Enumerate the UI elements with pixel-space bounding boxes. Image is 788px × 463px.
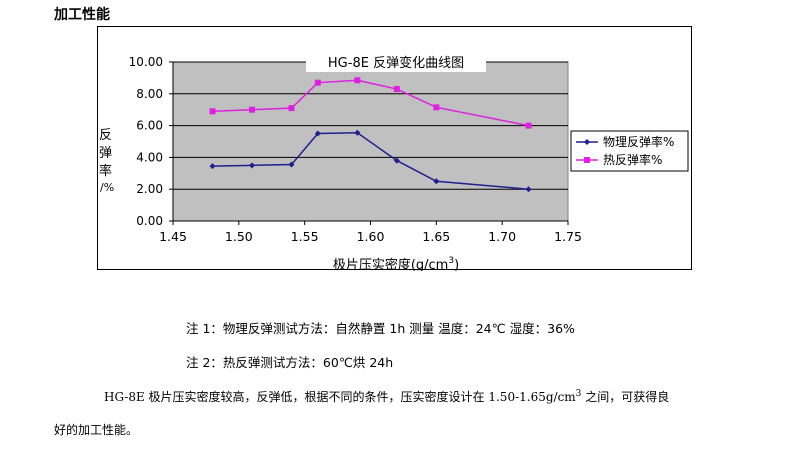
x-tick-label: 1.60 — [357, 229, 385, 244]
chart-frame: 0.00 2.00 4.00 6.00 8.00 10.00 1.45 1.50 1.55 1.6… — [97, 26, 692, 271]
data-point — [209, 108, 216, 115]
y-label-char: /% — [100, 181, 114, 194]
x-tick-label: 1.45 — [159, 229, 187, 244]
data-point — [288, 161, 295, 168]
paragraph-line-2: 好的加工性能。 — [54, 423, 139, 437]
data-point — [393, 86, 400, 93]
note-2: 注 2：热反弹测试方法：60℃烘 24h — [186, 355, 394, 370]
y-axis-label: 反弹率 /% — [99, 128, 114, 194]
data-point — [314, 79, 321, 86]
x-tick-label: 1.50 — [225, 229, 253, 244]
y-tick-label: 8.00 — [136, 87, 163, 101]
data-point — [288, 105, 295, 112]
data-point — [525, 186, 532, 193]
rebound-chart: 0.00 2.00 4.00 6.00 8.00 10.00 1.45 1.50 1.55 1.6… — [99, 52, 689, 271]
y-tick-label: 4.00 — [136, 150, 163, 164]
data-point — [354, 129, 361, 136]
y-label-char: 率 — [99, 163, 112, 179]
x-tick-label: 1.70 — [488, 229, 516, 244]
legend: 物理反弹率% 热反弹率% — [570, 130, 689, 172]
series-line — [212, 132, 529, 190]
data-point — [393, 157, 400, 164]
x-tick-label: 1.65 — [422, 229, 450, 244]
y-label-char: 弹 — [99, 146, 112, 161]
y-tick-label: 0.00 — [136, 214, 163, 228]
data-point — [314, 130, 321, 137]
data-point — [354, 77, 361, 84]
chart-title: HG-8E 反弹变化曲线图 — [328, 55, 464, 71]
paragraph-line-1: HG-8E 极片压实密度较高，反弹低，根据不同的条件，压实密度设计在 1.50-… — [104, 389, 670, 404]
data-point — [249, 162, 255, 169]
x-axis-label: 极片压实密度(g/cm3) — [333, 256, 459, 271]
x-tick-label: 1.75 — [554, 229, 582, 244]
legend-label: 热反弹率% — [603, 152, 662, 167]
data-point — [249, 106, 255, 113]
data-point — [584, 139, 590, 145]
y-tick-label: 6.00 — [136, 119, 163, 133]
series-physical — [209, 129, 532, 193]
x-tick-label: 1.55 — [291, 229, 319, 244]
data-point — [209, 163, 216, 170]
note-1: 注 1：物理反弹测试方法：自然静置 1h 测量 温度：24℃ 湿度：36% — [186, 321, 575, 336]
y-tick-label: 2.00 — [136, 182, 163, 196]
data-point — [433, 178, 440, 185]
chart-title-bg — [306, 52, 486, 72]
series-line — [212, 79, 529, 127]
data-point — [584, 157, 590, 163]
section-title: 加工性能 — [54, 7, 110, 23]
legend-label: 物理反弹率% — [603, 134, 674, 149]
y-tick-label: 10.00 — [129, 55, 163, 69]
data-point — [433, 104, 440, 111]
data-point — [525, 122, 532, 129]
y-label-char: 反 — [99, 128, 112, 143]
series-thermal — [209, 77, 532, 129]
